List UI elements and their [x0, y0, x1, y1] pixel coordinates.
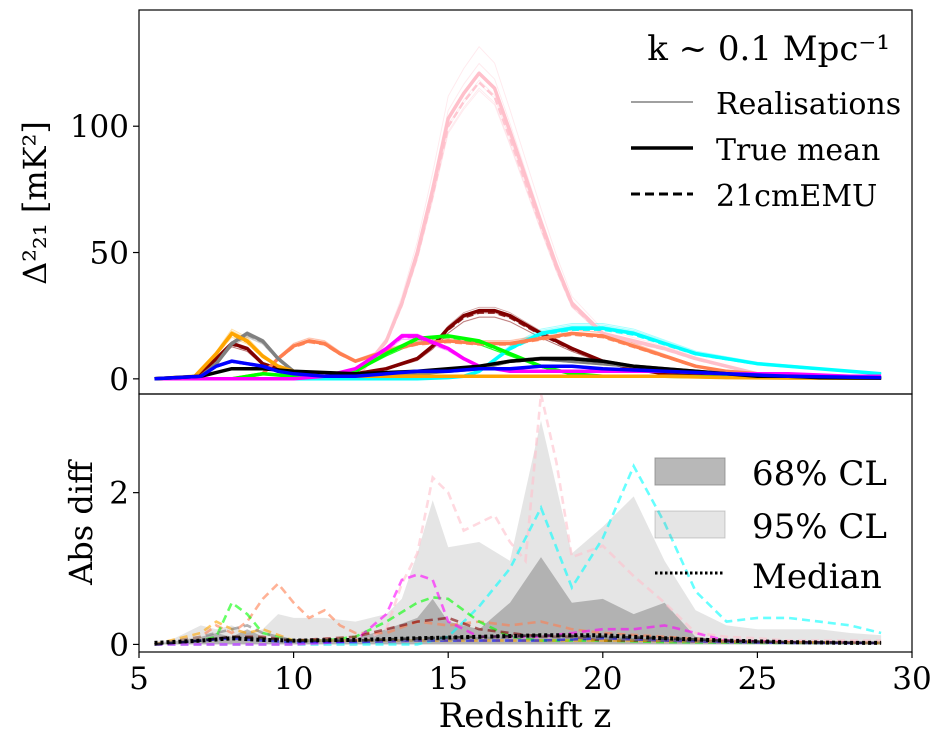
legend-true-mean-label: True mean	[716, 133, 880, 168]
top-y-axis-ticks: 0 50 100	[70, 109, 139, 398]
top-plot-area	[154, 45, 882, 381]
bottom-y-axis-ticks: 02	[109, 476, 139, 663]
realisation-line	[154, 62, 789, 380]
x-axis-label: Redshift z	[439, 696, 612, 736]
emulator-dashed-line	[154, 80, 789, 380]
legend-68cl-swatch	[654, 457, 726, 486]
k-annotation: k ~ 0.1 Mpc⁻¹	[647, 29, 890, 69]
legend-realisations-label: Realisations	[716, 87, 901, 122]
abs-diff-line	[154, 633, 882, 646]
ci95-band	[154, 420, 882, 645]
bottom-plot-area	[154, 394, 882, 646]
top-legend: Realisations True mean 21cmEMU	[631, 87, 901, 214]
legend-21cmemu-label: 21cmEMU	[716, 179, 877, 214]
legend-95cl-label: 95% CL	[752, 507, 887, 547]
median-line	[154, 633, 882, 645]
y-tick-label: 2	[109, 476, 129, 512]
ci68-band	[154, 557, 882, 645]
abs-diff-line	[154, 394, 882, 646]
y-tick-label: 0	[109, 362, 129, 398]
x-axis-ticks: 5 10 15 20 25 30	[129, 652, 932, 697]
emulator-dashed-line	[154, 333, 820, 380]
legend-95cl-swatch	[654, 510, 726, 539]
top-y-axis-label: Δ²₂₁ [mK²]	[16, 121, 54, 285]
legend-median-label: Median	[752, 557, 882, 597]
y-tick-label: 0	[109, 627, 129, 663]
x-tick-label: 20	[583, 661, 622, 697]
x-tick-label: 30	[892, 661, 931, 697]
bottom-panel: 02 5 10 15 20 25 30 Abs diff Redshift z 68% C…	[62, 393, 932, 736]
abs-diff-line	[154, 463, 882, 646]
emulator-dashed-line	[154, 328, 882, 380]
x-tick-label: 10	[274, 661, 313, 697]
top-panel: 0 50 100 Δ²₂₁ [mK²] k ~ 0.1 Mpc⁻¹ Realisat…	[16, 9, 913, 398]
emulator-dashed-line	[154, 335, 882, 380]
realisation-line	[154, 45, 789, 380]
emulator-dashed-line	[154, 360, 882, 380]
x-tick-label: 5	[129, 661, 149, 697]
legend-68cl-label: 68% CL	[752, 454, 887, 494]
bottom-plot-frame	[138, 393, 913, 653]
abs-diff-line	[154, 624, 882, 646]
bottom-legend: 68% CL 95% CL Median	[654, 454, 887, 597]
x-tick-label: 15	[428, 661, 467, 697]
x-tick-label: 25	[738, 661, 777, 697]
y-tick-label: 50	[90, 236, 129, 272]
y-tick-label: 100	[70, 109, 129, 145]
bottom-y-axis-label: Abs diff	[62, 459, 100, 586]
